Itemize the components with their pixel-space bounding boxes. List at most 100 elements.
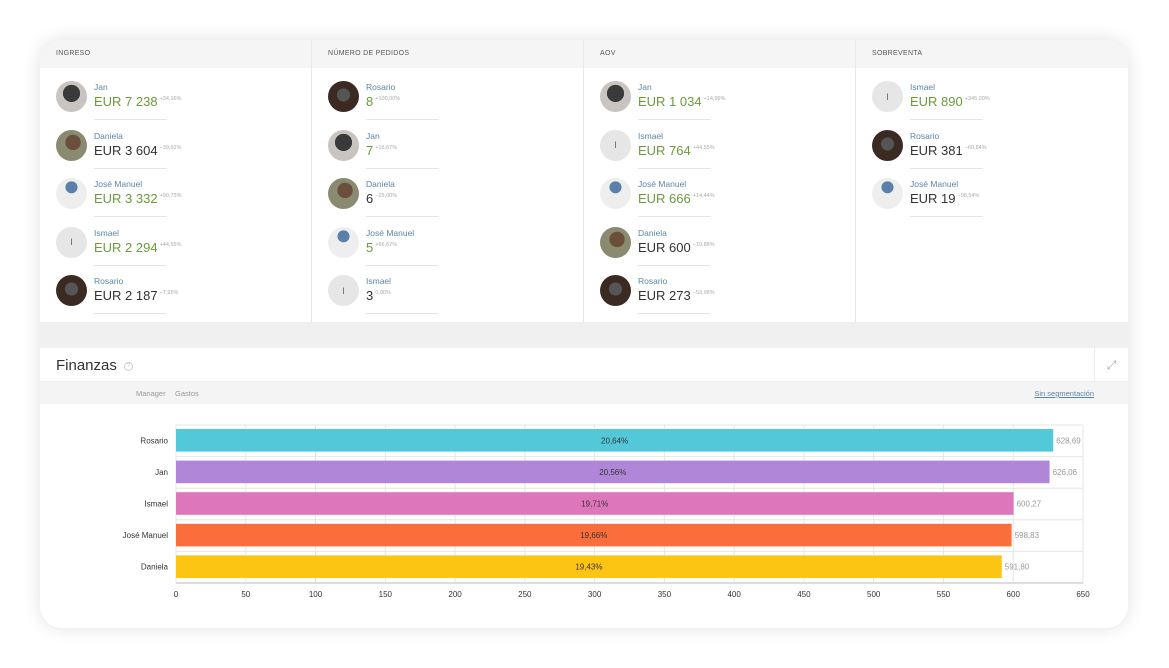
avatar xyxy=(328,226,359,258)
list-item[interactable]: Daniela 6 −25,00% xyxy=(312,177,583,226)
person-name[interactable]: Rosario xyxy=(94,276,124,286)
list-item[interactable]: Daniela EUR 600 −19,88% xyxy=(584,226,855,275)
person-name[interactable]: Ismael xyxy=(910,82,936,92)
bar-percent-label: 19,43% xyxy=(575,563,602,572)
person-name[interactable]: Rosario xyxy=(366,82,396,92)
bar-percent-label: 20,64% xyxy=(601,436,628,445)
change-percent: +66,67% xyxy=(375,241,398,248)
change-percent: −7,95% xyxy=(159,290,179,296)
list-item[interactable]: José Manuel EUR 666 +14,44% xyxy=(584,177,855,226)
person-name[interactable]: Ismael xyxy=(94,227,120,238)
change-percent: −60,84% xyxy=(964,144,987,151)
metric-value: EUR 381 xyxy=(910,142,963,158)
bar[interactable] xyxy=(176,492,1014,515)
change-percent: +14,44% xyxy=(692,193,715,199)
list-item[interactable]: Rosario EUR 381 −60,84% xyxy=(856,129,1128,178)
person-name[interactable]: Ismael xyxy=(638,130,664,141)
avatar xyxy=(600,178,631,209)
finanzas-title: Finanzas xyxy=(56,357,117,374)
change-percent: −25,00% xyxy=(375,193,398,199)
person-name[interactable]: Ismael xyxy=(366,276,392,286)
y-category-label: Ismael xyxy=(144,500,168,509)
change-percent: +44,55% xyxy=(692,144,715,151)
x-tick-label: 250 xyxy=(518,590,532,599)
person-name[interactable]: Jan xyxy=(94,82,108,92)
list-item[interactable]: I Ismael EUR 2 294 +44,55% xyxy=(40,226,311,275)
filter-bar: Manager Gastos Sin segmentación xyxy=(40,382,1128,404)
person-name[interactable]: Daniela xyxy=(638,227,667,238)
metric-value: EUR 600 xyxy=(638,239,691,255)
x-tick-label: 150 xyxy=(379,590,393,599)
filter-manager[interactable]: Manager xyxy=(136,389,166,398)
change-percent: 0,00% xyxy=(375,290,391,296)
finanzas-panel: Finanzas ? ⤢ Manager Gastos Sin segmenta… xyxy=(40,348,1128,628)
x-tick-label: 550 xyxy=(937,590,951,599)
list-item[interactable]: I Ismael EUR 764 +44,55% xyxy=(584,129,855,178)
bar-value-label: 628,69 xyxy=(1056,436,1081,445)
avatar: I xyxy=(872,81,903,112)
change-percent: −98,54% xyxy=(957,193,980,199)
change-percent: +100,00% xyxy=(375,96,401,102)
leaderboard-column: NÚMERO DE PEDIDOS Rosario 8 +100,00% Jan … xyxy=(312,40,584,322)
avatar xyxy=(872,178,903,209)
list-item[interactable]: Rosario EUR 273 −53,98% xyxy=(584,274,855,323)
list-item[interactable]: Rosario 8 +100,00% xyxy=(312,80,583,129)
bar[interactable] xyxy=(176,460,1050,484)
person-name[interactable]: Daniela xyxy=(94,130,123,141)
bar[interactable] xyxy=(176,429,1054,452)
list-item[interactable]: I Ismael EUR 890 +345,00% xyxy=(856,80,1128,129)
x-tick-label: 100 xyxy=(309,590,323,599)
avatar-initial: I xyxy=(614,140,617,150)
list-item[interactable]: Daniela EUR 3 604 −39,91% xyxy=(40,129,311,178)
bar-value-label: 600,27 xyxy=(1017,500,1042,509)
list-item[interactable]: Jan 7 +16,67% xyxy=(312,129,583,178)
list-item[interactable]: I Ismael 3 0,00% xyxy=(312,274,583,323)
x-tick-label: 600 xyxy=(1007,590,1021,599)
person-name[interactable]: Rosario xyxy=(910,130,940,141)
person-name[interactable]: Daniela xyxy=(366,179,395,189)
x-tick-label: 450 xyxy=(797,590,811,599)
person-name[interactable]: Jan xyxy=(366,130,380,141)
bar[interactable] xyxy=(176,523,1012,547)
change-percent: +345,00% xyxy=(964,96,990,102)
list-item[interactable]: Rosario EUR 2 187 −7,95% xyxy=(40,274,311,323)
x-tick-label: 500 xyxy=(867,590,881,599)
avatar: I xyxy=(600,129,631,161)
x-tick-label: 650 xyxy=(1076,590,1090,599)
avatar xyxy=(56,178,87,209)
list-item[interactable]: José Manuel 5 +66,67% xyxy=(312,226,583,275)
list-item[interactable]: Jan EUR 1 034 +14,99% xyxy=(584,80,855,129)
bar-percent-label: 19,66% xyxy=(580,531,607,540)
person-name[interactable]: José Manuel xyxy=(638,179,687,189)
avatar xyxy=(328,81,359,112)
avatar: I xyxy=(328,275,359,306)
list-item[interactable]: José Manuel EUR 3 332 +90,73% xyxy=(40,177,311,226)
filter-gastos[interactable]: Gastos xyxy=(175,389,199,398)
leaderboard-column: AOV Jan EUR 1 034 +14,99% I Ismael EUR 76… xyxy=(584,40,856,322)
avatar xyxy=(56,81,87,112)
metric-value: EUR 666 xyxy=(638,191,691,206)
person-name[interactable]: José Manuel xyxy=(910,179,959,189)
expand-icon[interactable]: ⤢ xyxy=(1094,348,1128,382)
segmentation-link[interactable]: Sin segmentación xyxy=(1034,389,1094,398)
change-percent: +16,67% xyxy=(375,144,398,151)
list-item[interactable]: Jan EUR 7 238 +34,16% xyxy=(40,80,311,129)
person-name[interactable]: José Manuel xyxy=(366,227,415,238)
change-percent: +90,73% xyxy=(159,193,182,199)
metric-value: EUR 2 294 xyxy=(94,239,158,255)
x-tick-label: 300 xyxy=(588,590,602,599)
metric-value: 6 xyxy=(366,191,374,206)
avatar xyxy=(56,129,87,161)
column-title: SOBREVENTA xyxy=(856,40,1128,68)
change-percent: +34,16% xyxy=(159,96,182,102)
avatar-initial: I xyxy=(342,285,345,296)
person-name[interactable]: José Manuel xyxy=(94,179,143,189)
help-icon[interactable]: ? xyxy=(124,362,133,371)
person-name[interactable]: Rosario xyxy=(638,276,668,286)
metric-value: EUR 890 xyxy=(910,94,963,109)
metric-value: EUR 273 xyxy=(638,288,691,303)
avatar-initial: I xyxy=(70,237,73,247)
bar[interactable] xyxy=(176,555,1002,578)
person-name[interactable]: Jan xyxy=(638,82,652,92)
list-item[interactable]: José Manuel EUR 19 −98,54% xyxy=(856,177,1128,226)
